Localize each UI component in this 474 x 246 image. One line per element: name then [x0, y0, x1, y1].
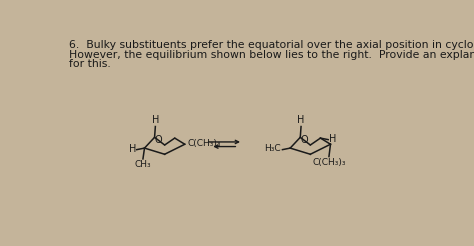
Text: CH₃: CH₃ [135, 160, 151, 169]
Text: O: O [155, 135, 162, 145]
Text: H₃C: H₃C [264, 144, 281, 153]
Text: However, the equilibrium shown below lies to the right.  Provide an explanation: However, the equilibrium shown below lie… [69, 49, 474, 60]
Text: O: O [301, 135, 308, 145]
Text: C(CH₃)₃: C(CH₃)₃ [187, 139, 220, 148]
Text: H: H [329, 134, 337, 144]
Text: 6.  Bulky substituents prefer the equatorial over the axial position in cyclohex: 6. Bulky substituents prefer the equator… [69, 40, 474, 50]
Text: C(CH₃)₃: C(CH₃)₃ [312, 158, 346, 167]
Text: H: H [128, 144, 136, 154]
Text: H: H [152, 115, 159, 125]
Text: H: H [297, 115, 305, 125]
Text: for this.: for this. [69, 59, 110, 69]
